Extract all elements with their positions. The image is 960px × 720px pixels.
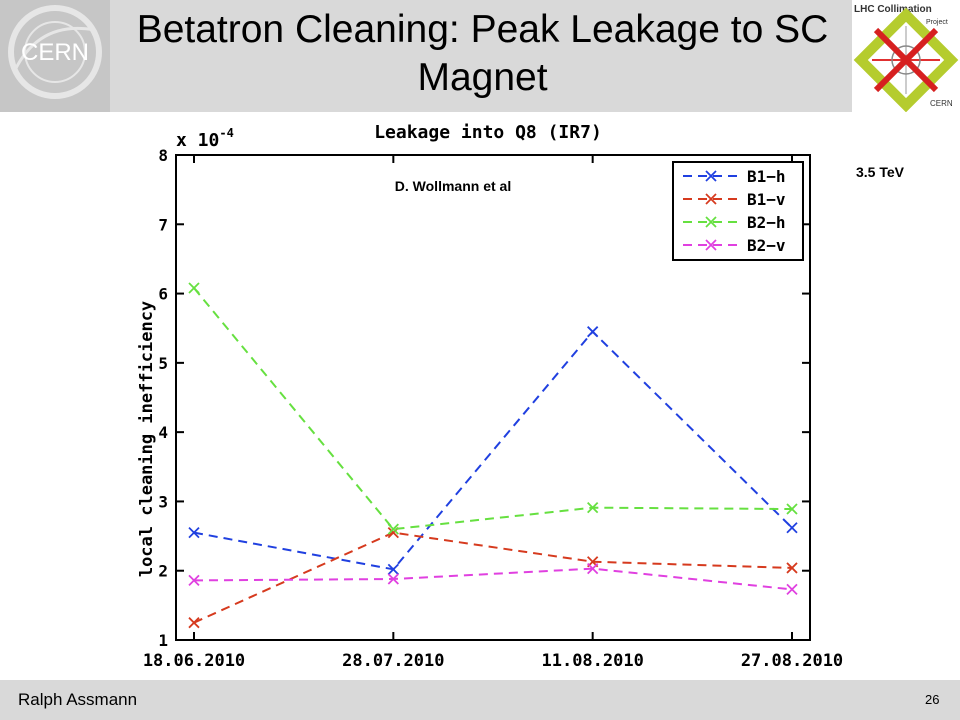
legend-entry: B2−v xyxy=(683,236,786,255)
series-4 xyxy=(188,562,798,596)
marker-stroke xyxy=(188,282,200,294)
legend-label: B1−v xyxy=(747,190,786,209)
legend-entry: B2−h xyxy=(683,213,786,232)
data-point xyxy=(786,562,798,574)
slide-title: Betatron Cleaning: Peak Leakage to SC Ma… xyxy=(136,8,829,99)
x-axis: 18.06.2010 28.07.2010 11.08.2010 27.08.2010 xyxy=(143,155,843,671)
data-point xyxy=(587,562,599,575)
energy-label: 3.5 TeV xyxy=(856,164,904,180)
y-tick-label: 7 xyxy=(158,215,168,234)
marker-stroke xyxy=(705,170,717,182)
exponent-label: x 10-4 xyxy=(176,126,234,151)
x-tick-label: 18.06.2010 xyxy=(143,651,245,671)
data-point xyxy=(786,503,798,515)
y-tick-label: 5 xyxy=(158,354,168,373)
marker-stroke xyxy=(786,583,798,596)
legend-marker xyxy=(705,239,717,251)
series-line xyxy=(193,287,793,531)
slide-header xyxy=(0,0,960,112)
marker-stroke xyxy=(786,562,798,574)
svg-text:LHC Collimation: LHC Collimation xyxy=(854,4,932,15)
marker-stroke xyxy=(786,522,798,534)
legend-box xyxy=(672,161,804,261)
legend-marker xyxy=(705,193,717,205)
marker-stroke xyxy=(786,503,798,515)
series-1 xyxy=(188,326,798,575)
data-point xyxy=(786,522,798,534)
y-axis: 1 2 3 4 5 6 7 8 xyxy=(158,146,810,650)
marker-stroke xyxy=(705,239,717,251)
slide-footer xyxy=(0,680,960,720)
x-tick-label: 28.07.2010 xyxy=(342,651,444,671)
data-point xyxy=(387,573,399,585)
marker-stroke xyxy=(387,563,399,575)
marker-stroke xyxy=(587,562,599,575)
series-2 xyxy=(188,526,798,629)
page-number: 26 xyxy=(925,692,940,707)
marker-stroke xyxy=(188,526,200,539)
plot-area xyxy=(175,154,811,641)
cern-logo: CERN xyxy=(0,0,110,112)
series-line xyxy=(193,531,793,624)
marker-stroke xyxy=(705,193,717,205)
series-line xyxy=(193,330,793,571)
y-tick-label: 8 xyxy=(158,146,168,165)
y-tick-label: 2 xyxy=(158,562,168,581)
data-point xyxy=(188,617,200,629)
legend: B1−h B1−v B2−h B2−v xyxy=(672,161,804,261)
marker-stroke xyxy=(188,574,200,587)
marker-stroke xyxy=(587,502,599,514)
svg-text:CERN: CERN xyxy=(930,99,953,108)
legend-entry: B1−v xyxy=(683,190,786,209)
legend-label: B2−h xyxy=(747,213,786,232)
data-point xyxy=(786,583,798,596)
series-line xyxy=(193,567,793,591)
marker-stroke xyxy=(705,216,717,228)
legend-entry: B1−h xyxy=(683,167,786,186)
data-point xyxy=(188,574,200,587)
legend-label: B1−h xyxy=(747,167,786,186)
chart-title: Leakage into Q8 (IR7) xyxy=(374,122,602,143)
data-point xyxy=(188,282,200,294)
svg-text:Project: Project xyxy=(926,19,948,26)
presenter-name: Ralph Assmann xyxy=(18,690,138,709)
legend-marker xyxy=(705,216,717,228)
author-annotation: D. Wollmann et al xyxy=(395,178,511,194)
lhc-collimation-logo: LHC Collimation Project CERN xyxy=(852,0,960,112)
x-tick-label: 11.08.2010 xyxy=(541,651,643,671)
data-point xyxy=(387,523,399,535)
marker-stroke xyxy=(587,326,599,338)
legend-label: B2−v xyxy=(747,236,786,255)
series-3 xyxy=(188,282,798,535)
series-group xyxy=(188,282,798,629)
leakage-chart: Leakage into Q8 (IR7) x 10-4 D. Wollmann… xyxy=(137,122,843,671)
data-point xyxy=(587,326,599,338)
svg-text:CERN: CERN xyxy=(21,39,89,66)
y-tick-label: 3 xyxy=(158,492,168,511)
marker-stroke xyxy=(387,573,399,585)
y-tick-label: 1 xyxy=(158,631,168,650)
y-axis-label: local cleaning inefficiency xyxy=(137,301,157,577)
marker-stroke xyxy=(188,617,200,629)
marker-stroke xyxy=(387,523,399,535)
data-point xyxy=(587,502,599,514)
y-tick-label: 6 xyxy=(158,285,168,304)
data-point xyxy=(387,563,399,575)
y-tick-label: 4 xyxy=(158,423,168,442)
x-tick-label: 27.08.2010 xyxy=(741,651,843,671)
data-point xyxy=(188,526,200,539)
legend-marker xyxy=(705,170,717,182)
